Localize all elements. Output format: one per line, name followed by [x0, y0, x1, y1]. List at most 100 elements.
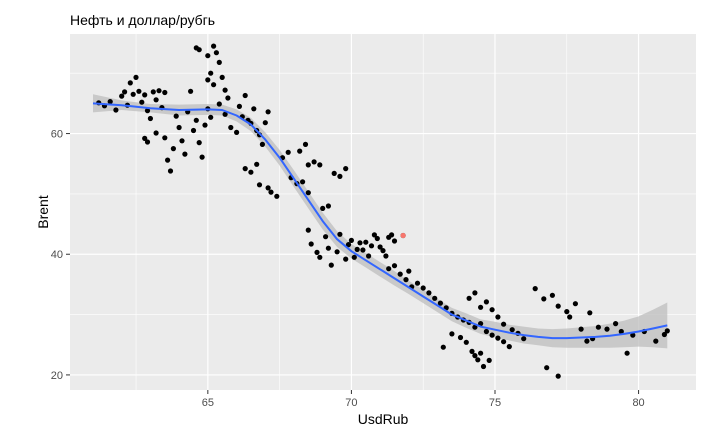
data-point [182, 151, 188, 157]
data-point [383, 253, 389, 259]
data-point [567, 314, 573, 320]
data-point [136, 88, 142, 94]
data-point [133, 74, 139, 80]
data-point [199, 154, 205, 160]
data-point [661, 331, 668, 338]
data-point [521, 336, 527, 342]
data-point [228, 124, 234, 131]
data-point [176, 124, 182, 131]
data-point [437, 300, 443, 306]
data-point [305, 162, 311, 168]
data-point [334, 249, 340, 255]
data-point [541, 296, 547, 302]
data-point [495, 335, 501, 341]
data-point [242, 166, 248, 172]
data-point [475, 357, 481, 363]
data-point [587, 310, 593, 316]
data-point [305, 190, 311, 196]
data-point [391, 238, 398, 244]
data-point [119, 93, 125, 99]
data-point [317, 162, 323, 168]
data-point [297, 148, 303, 154]
data-point [150, 89, 156, 95]
highlight-point [400, 232, 406, 239]
data-point [308, 241, 314, 247]
smooth-line-path [92, 102, 668, 340]
data-point [208, 114, 214, 120]
data-point [337, 173, 343, 179]
data-point [142, 135, 148, 141]
x-tick-label: 70 [345, 397, 357, 409]
data-point [414, 280, 421, 286]
data-point [478, 350, 484, 356]
data-point [167, 168, 174, 174]
y-tick-label: 20 [51, 370, 63, 382]
data-point [259, 141, 265, 147]
data-point [389, 232, 395, 238]
data-point [509, 327, 515, 333]
data-point [466, 295, 472, 301]
data-point [463, 339, 469, 345]
data-point [572, 301, 579, 307]
data-point [211, 82, 217, 88]
data-point [343, 256, 349, 262]
data-point [469, 348, 475, 354]
data-point [328, 262, 334, 268]
data-point [222, 111, 228, 117]
data-point [305, 227, 311, 233]
data-point [153, 130, 159, 136]
data-point [420, 285, 426, 291]
data-point [555, 303, 561, 309]
data-point [262, 120, 268, 126]
data-point [162, 89, 168, 96]
data-point [403, 277, 409, 283]
data-point [483, 299, 489, 305]
data-point [624, 350, 630, 356]
data-point [251, 106, 257, 112]
data-point [156, 88, 162, 94]
data-point [377, 244, 383, 250]
data-point [216, 59, 222, 65]
data-point [345, 242, 352, 248]
data-point [130, 91, 136, 97]
data-point [354, 246, 360, 252]
data-point [311, 159, 317, 165]
data-point [472, 353, 478, 359]
data-point [162, 135, 168, 141]
data-point [188, 88, 194, 94]
data-point [144, 139, 151, 145]
data-point [325, 203, 331, 209]
x-tick-label: 65 [202, 397, 214, 409]
data-point [216, 101, 222, 107]
data-point [196, 47, 202, 53]
y-axis-title: Brent [35, 195, 51, 229]
y-tick-label: 40 [51, 249, 63, 261]
data-point [343, 166, 349, 172]
data-point [664, 328, 670, 334]
data-point [225, 95, 231, 101]
data-point [147, 115, 153, 122]
data-point [242, 92, 248, 99]
data-point [478, 304, 484, 310]
data-point [323, 234, 329, 240]
data-point [406, 268, 412, 274]
data-point [440, 344, 446, 350]
axis-ticks: 65 70 75 80 20 40 60 [51, 129, 645, 409]
data-point [472, 290, 478, 296]
data-point [222, 87, 228, 93]
data-point [144, 108, 151, 114]
y-tick-label: 60 [51, 129, 63, 141]
data-point [360, 247, 366, 253]
chart-title: Нефть и доллар/рубгь [70, 12, 215, 28]
data-point [236, 103, 242, 109]
data-point [653, 338, 659, 344]
x-tick-label: 75 [489, 397, 501, 409]
data-point [202, 122, 208, 128]
data-point [208, 70, 214, 76]
data-point [302, 141, 309, 147]
data-point [165, 157, 171, 163]
data-point [374, 235, 380, 242]
data-point [193, 117, 199, 123]
data-point [254, 161, 260, 167]
